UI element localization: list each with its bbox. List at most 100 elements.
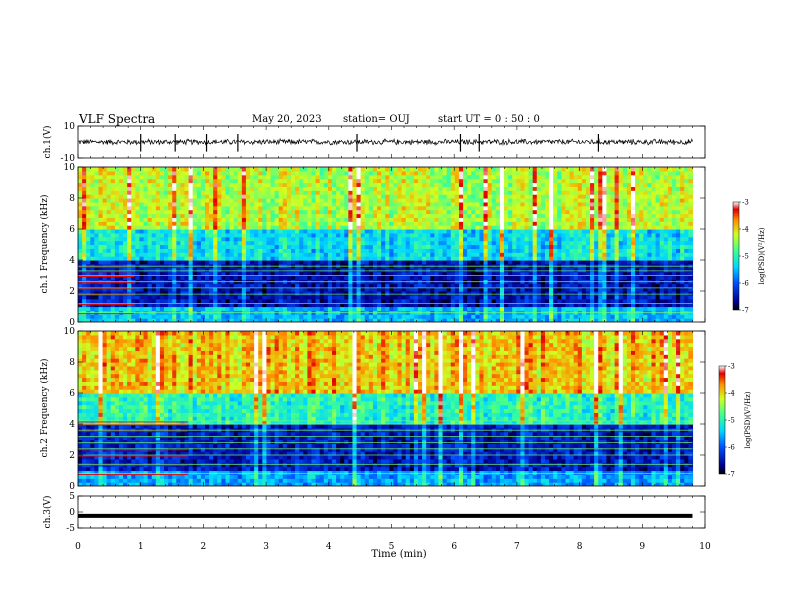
spectrogram-cell [368, 291, 374, 296]
spectrogram-cell [458, 302, 464, 308]
spectrogram-cell [418, 236, 423, 242]
spectrogram-cell [553, 306, 558, 311]
spectrogram-cell [426, 178, 431, 184]
spectrogram-cell [286, 267, 292, 273]
spectrogram-cell [127, 287, 132, 292]
spectrogram-cell [454, 294, 460, 300]
spectrogram-cell [315, 283, 321, 288]
spectrogram-cell [430, 283, 435, 288]
spectrogram-cell [282, 302, 288, 308]
spectrogram-cell [323, 209, 329, 215]
spectrogram-cell [430, 201, 435, 207]
spectrogram-cell [258, 275, 263, 280]
spectrogram-cell [418, 318, 423, 322]
spectrogram-cell [397, 256, 403, 261]
spectrogram-cell [327, 201, 333, 207]
spectrogram-cell [155, 275, 161, 280]
spectrogram-cell [385, 302, 390, 308]
spectrogram-cell [217, 217, 222, 222]
spectrogram-cell [164, 178, 169, 184]
spectrogram-cell [282, 244, 288, 249]
spectrogram-cell [159, 190, 165, 195]
spectrogram-cell [168, 256, 173, 261]
spectrogram-cell [557, 252, 562, 257]
spectrogram-cell [356, 229, 362, 234]
spectrogram-cell [557, 190, 562, 195]
spectrogram-cell [434, 267, 440, 273]
spectrogram-cell [204, 271, 210, 277]
spectrogram-cell [311, 194, 317, 199]
spectrogram-cell [98, 209, 104, 215]
spectrogram-cell [204, 229, 210, 234]
spectrogram-cell [467, 271, 472, 277]
spectrogram-cell [356, 306, 362, 311]
spectrogram-cell [139, 236, 145, 242]
spectrogram-cell [319, 167, 325, 172]
spectrogram-cell [389, 244, 395, 249]
spectrogram-cell [409, 182, 415, 187]
spectrogram-cell [94, 240, 100, 246]
spectrogram-cell [348, 294, 354, 300]
spectrogram-cell [360, 283, 366, 288]
spectrogram-cell [479, 291, 485, 296]
spectrogram-cell [532, 190, 538, 195]
spectrogram-cell [454, 201, 460, 207]
spectrogram-cell [188, 287, 194, 292]
spectrogram-cell [573, 205, 579, 211]
spectrogram-cell [98, 294, 104, 300]
spectrogram-cell [471, 174, 476, 180]
spectrogram-cell [213, 287, 218, 292]
spectrogram-cell [467, 201, 472, 207]
spectrogram-cell [303, 201, 308, 207]
spectrogram-cell [512, 217, 517, 222]
spectrogram-cell [544, 275, 550, 280]
spectrogram-cell [348, 194, 354, 199]
spectrogram-cell [98, 167, 104, 172]
spectrogram-cell [184, 256, 190, 261]
spectrogram-cell [270, 283, 276, 288]
spectrogram-cell [286, 271, 292, 277]
spectrogram-cell [418, 252, 423, 257]
spectrogram-cell [352, 194, 358, 199]
spectrogram-cell [475, 225, 481, 230]
spectrogram-cell [90, 178, 95, 184]
spectrogram-cell [209, 260, 214, 265]
spectrogram-cell [258, 186, 263, 191]
spectrogram-cell [348, 244, 354, 249]
spectrogram-cell [274, 178, 280, 184]
spectrogram-cell [147, 190, 153, 195]
spectrogram-cell [393, 248, 399, 253]
spectrogram-cell [426, 275, 431, 280]
spectrogram-cell [213, 190, 218, 195]
spectrogram-cell [303, 275, 308, 280]
spectrogram-cell [225, 271, 231, 277]
spectrogram-cell [233, 198, 239, 203]
spectrogram-cell [524, 240, 530, 246]
spectrogram-cell [508, 209, 513, 215]
spectrogram-cell [348, 201, 354, 207]
spectrogram-cell [151, 248, 157, 253]
spectrogram-cell [82, 209, 87, 215]
spectrogram-cell [303, 298, 308, 304]
spectrogram-cell [307, 236, 313, 242]
spectrogram-cell [368, 240, 374, 246]
spectrogram-cell [434, 182, 440, 187]
spectrogram-cell [233, 298, 239, 304]
spectrogram-cell [442, 267, 448, 273]
spectrogram-cell [147, 267, 153, 273]
spectrogram-cell [266, 306, 272, 311]
spectrogram-cell [544, 221, 550, 226]
spectrogram-cell [118, 236, 124, 242]
spectrogram-cell [377, 198, 382, 203]
spectrogram-cell [311, 225, 317, 230]
spectrogram-cell [114, 186, 120, 191]
spectrogram-cell [319, 302, 325, 308]
spectrogram-cell [233, 248, 239, 253]
spectrogram-cell [434, 205, 440, 211]
spectrogram-cell [565, 190, 571, 195]
spectrogram-cell [168, 167, 173, 172]
spectrogram-cell [360, 267, 366, 273]
spectrogram-cell [442, 260, 448, 265]
spectrogram-cell [413, 314, 419, 319]
spectrogram-cell [487, 217, 493, 222]
